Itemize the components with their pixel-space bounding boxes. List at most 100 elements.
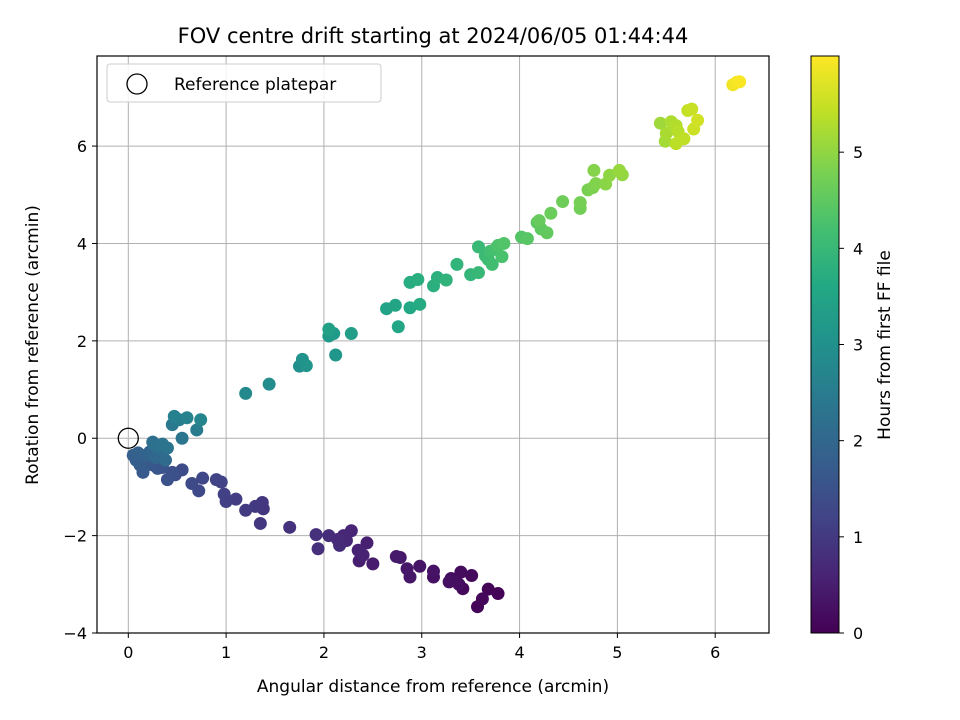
data-point [299,359,313,373]
data-point [360,536,374,550]
data-point [253,516,267,530]
x-tick-label: 5 [612,643,622,662]
y-tick-label: −2 [63,527,87,546]
data-points [117,75,747,614]
data-point [180,411,194,425]
colorbar-tick-label: 0 [853,624,863,643]
x-tick-label: 4 [514,643,524,662]
data-point [491,587,505,601]
data-point [209,473,223,487]
data-point [413,297,427,311]
data-point [659,126,673,140]
data-point [685,102,699,116]
data-point [329,348,343,362]
data-point [691,113,705,127]
colorbar-tick-label: 2 [853,432,863,451]
x-tick-label: 3 [417,643,427,662]
data-point [366,557,380,571]
data-point [475,592,489,606]
data-point [426,564,440,578]
data-point [653,116,667,130]
data-point [217,487,231,501]
data-point [175,431,189,445]
data-point [229,492,243,506]
data-point [158,453,172,467]
data-point [262,377,276,391]
data-point [573,196,587,210]
legend: Reference platepar [106,63,382,103]
data-point [532,214,546,228]
data-point [556,195,570,209]
data-point [311,542,325,556]
data-point [520,232,534,246]
data-point [454,565,468,579]
data-point [452,577,466,591]
colorbar-tick-label: 5 [853,143,863,162]
data-point [465,569,479,583]
data-point [403,301,417,315]
colorbar-label: Hours from first FF file [875,250,895,440]
data-point [185,477,199,491]
colorbar-tick-label: 4 [853,239,863,258]
y-axis-label: Rotation from reference (arcmin) [23,205,43,485]
data-point [485,257,499,271]
data-point [411,272,425,286]
data-point [333,538,347,552]
y-tick-label: 6 [77,137,87,156]
x-tick-label: 1 [221,643,231,662]
data-point [442,575,456,589]
data-point [322,529,336,543]
data-point [544,206,558,220]
y-tick-label: 2 [77,332,87,351]
plot-frame [96,55,770,634]
data-point [194,413,208,427]
data-point [733,75,747,89]
reference-platepar-marker [117,427,139,449]
data-point [471,240,485,254]
data-point [589,177,603,191]
data-point [413,559,427,573]
chart-title: FOV centre drift starting at 2024/06/05 … [178,24,689,48]
y-tick-label: 4 [77,234,87,253]
data-point [239,386,253,400]
colorbar-tick-label: 3 [853,336,863,355]
x-tick-label: 0 [123,643,133,662]
data-point [388,298,402,312]
data-point [400,562,414,576]
data-point [160,441,174,455]
data-point [603,168,617,182]
legend-label-reference: Reference platepar [174,75,336,95]
data-point [471,266,485,280]
data-point [167,409,181,423]
data-point [612,163,626,177]
colorbar: 0 1 2 3 4 5 Hours from first FF file [810,55,895,643]
legend-marker-reference [126,73,148,95]
data-point [344,327,358,341]
y-tick-label: −4 [63,624,87,643]
data-point [283,520,297,534]
data-point [439,273,453,287]
data-point [481,582,495,596]
data-point [450,257,464,271]
data-point [239,503,253,517]
colorbar-ticks: 0 1 2 3 4 5 [839,143,863,643]
data-point [389,550,403,564]
axes: 0 1 2 3 4 5 6 −4 −2 0 2 4 6 [63,55,770,662]
data-point [190,423,204,437]
data-point [495,250,509,264]
x-tick-label: 2 [319,643,329,662]
data-point [309,528,323,542]
data-point [351,543,365,557]
data-point [540,226,554,240]
legend-box [106,63,382,103]
x-tick-label: 6 [710,643,720,662]
data-point [497,236,511,250]
data-point [587,163,601,177]
grid-lines [97,56,769,634]
data-point [322,322,336,336]
data-point [391,320,405,334]
colorbar-gradient [810,55,840,634]
data-point [677,132,691,146]
x-axis-label: Angular distance from reference (arcmin) [257,677,609,697]
